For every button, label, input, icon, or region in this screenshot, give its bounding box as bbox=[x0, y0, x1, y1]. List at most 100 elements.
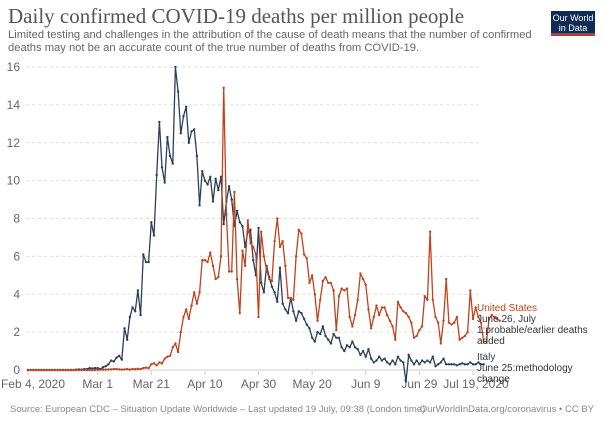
data-point bbox=[461, 362, 464, 365]
data-point bbox=[134, 310, 137, 313]
data-point bbox=[101, 365, 105, 369]
data-point bbox=[327, 281, 330, 285]
data-point bbox=[193, 291, 196, 294]
data-point bbox=[404, 380, 408, 383]
data-point bbox=[372, 315, 376, 319]
data-point bbox=[147, 366, 150, 370]
data-point bbox=[396, 355, 400, 358]
data-point bbox=[230, 270, 233, 273]
data-point bbox=[453, 321, 456, 324]
data-point bbox=[345, 287, 349, 290]
y-tick-label: 14 bbox=[7, 98, 21, 112]
series-line-italy bbox=[28, 66, 484, 383]
data-point bbox=[426, 359, 429, 362]
data-point bbox=[273, 291, 276, 294]
data-point bbox=[469, 361, 472, 364]
data-point bbox=[281, 240, 284, 243]
data-point bbox=[278, 245, 282, 249]
data-point bbox=[147, 260, 150, 264]
data-point bbox=[142, 366, 145, 370]
data-point bbox=[477, 361, 480, 364]
data-point bbox=[388, 319, 392, 322]
data-point bbox=[155, 173, 158, 177]
data-point bbox=[201, 258, 204, 262]
data-point bbox=[184, 308, 188, 311]
data-point bbox=[77, 368, 81, 372]
series-line-united-states bbox=[28, 87, 501, 371]
data-point bbox=[356, 347, 359, 351]
y-axis-ticks: 0 2 4 6 8 10 12 14 16 bbox=[7, 60, 21, 377]
data-point bbox=[254, 253, 258, 256]
data-point bbox=[412, 363, 416, 366]
data-point bbox=[120, 358, 124, 361]
data-point bbox=[235, 209, 239, 213]
data-point bbox=[139, 367, 142, 371]
series-label-name: United States bbox=[477, 303, 537, 314]
data-point bbox=[458, 363, 461, 366]
data-point bbox=[431, 298, 434, 302]
data-point bbox=[436, 363, 440, 366]
series-annotation: added bbox=[477, 336, 505, 347]
data-point bbox=[439, 342, 443, 345]
x-tick-label: Jul 19, 2020 bbox=[443, 377, 509, 391]
owid-link[interactable]: OurWorldInData.org/coronavirus • CC BY bbox=[419, 404, 594, 415]
data-point bbox=[337, 294, 341, 298]
data-point bbox=[369, 357, 373, 360]
x-tick-label: Apr 30 bbox=[241, 377, 277, 391]
data-point bbox=[139, 313, 142, 317]
data-point bbox=[324, 334, 327, 338]
data-point bbox=[176, 350, 180, 354]
data-point bbox=[61, 368, 65, 372]
data-point bbox=[377, 313, 381, 317]
data-point bbox=[402, 361, 405, 364]
data-point bbox=[490, 313, 493, 317]
data-point bbox=[375, 304, 378, 307]
data-point bbox=[286, 311, 290, 315]
logo-line-2: in Data bbox=[558, 22, 588, 33]
data-point bbox=[380, 306, 384, 309]
data-point bbox=[418, 363, 421, 366]
data-point bbox=[262, 255, 266, 258]
data-point bbox=[109, 359, 113, 362]
data-point bbox=[53, 368, 57, 372]
data-point bbox=[471, 317, 475, 321]
data-point bbox=[434, 365, 437, 368]
data-point bbox=[474, 363, 477, 366]
data-point bbox=[359, 272, 362, 275]
data-point bbox=[469, 289, 472, 292]
y-tick-label: 4 bbox=[13, 287, 20, 301]
data-point bbox=[246, 219, 250, 222]
data-point bbox=[450, 363, 453, 366]
data-point bbox=[238, 221, 241, 224]
data-point bbox=[289, 296, 292, 300]
data-point bbox=[217, 188, 220, 192]
chart-title: Daily confirmed COVID-19 deaths per mill… bbox=[8, 4, 465, 28]
data-point bbox=[80, 368, 83, 372]
data-point bbox=[369, 327, 373, 330]
data-point bbox=[394, 363, 397, 366]
data-point bbox=[444, 277, 448, 281]
data-point bbox=[380, 359, 384, 362]
data-point bbox=[117, 354, 121, 357]
data-point bbox=[321, 279, 325, 283]
data-point bbox=[361, 349, 365, 353]
data-point bbox=[184, 105, 188, 108]
data-point bbox=[195, 154, 199, 158]
data-point bbox=[227, 270, 231, 273]
data-point bbox=[249, 228, 252, 232]
data-point bbox=[168, 154, 172, 158]
data-point bbox=[42, 368, 46, 372]
owid-logo[interactable]: Our World in Data bbox=[551, 11, 595, 36]
data-point bbox=[493, 315, 496, 319]
data-point bbox=[241, 249, 244, 252]
data-point bbox=[273, 240, 276, 243]
data-point bbox=[67, 368, 70, 372]
data-point bbox=[198, 204, 201, 207]
data-point bbox=[176, 90, 180, 93]
data-point bbox=[128, 315, 132, 319]
data-point bbox=[83, 368, 86, 372]
data-point bbox=[313, 293, 317, 296]
x-tick-label: Mar 1 bbox=[82, 377, 113, 391]
logo-line-1: Our World bbox=[552, 13, 594, 23]
data-point bbox=[120, 368, 124, 371]
